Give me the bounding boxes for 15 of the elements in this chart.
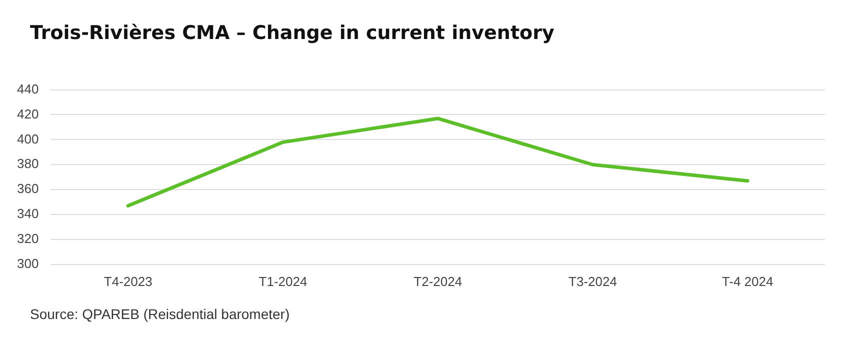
chart-title: Trois-Rivières CMA – Change in current inventory (30, 22, 554, 44)
x-tick-label: T3-2024 (568, 274, 617, 289)
y-tick-label: 360 (16, 181, 39, 196)
x-tick-label: T2-2024 (414, 274, 462, 289)
y-tick-label: 340 (16, 206, 39, 222)
source-note: Source: QPAREB (Reisdential barometer) (30, 306, 290, 322)
y-tick-label: 420 (16, 106, 39, 122)
y-tick-label: 300 (16, 256, 39, 271)
y-tick-label: 440 (16, 81, 39, 96)
y-tick-label: 320 (16, 231, 39, 246)
x-tick-label: T1-2024 (258, 274, 308, 289)
x-tick-label: T-4 2024 (722, 274, 774, 289)
y-tick-label: 400 (16, 131, 39, 146)
y-tick-label: 380 (16, 156, 39, 172)
x-tick-label: T4-2023 (104, 274, 152, 289)
